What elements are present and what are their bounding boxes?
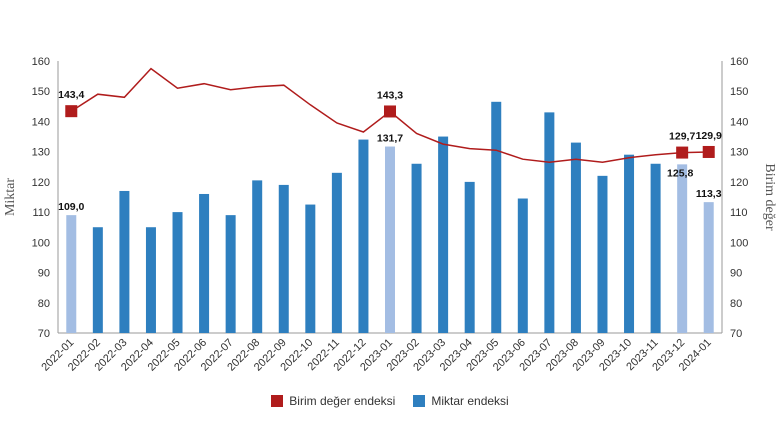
line-marker [702,145,715,158]
bar [411,163,422,333]
y-tick-label: 120 [32,177,50,189]
x-tick-labels: 2022-012022-022022-032022-042022-052022-… [39,337,713,374]
y2-tick-label: 120 [730,177,748,189]
bar [385,146,395,333]
legend-label: Miktar endeksi [431,394,509,408]
bar [544,112,555,333]
chart: Miktar Birim değer 70 80 90 100 110 120 130 140… [3,56,777,374]
y-axis-title: Miktar [3,178,18,216]
bar [66,215,77,333]
bar [278,184,289,333]
y-tick-label: 100 [32,237,50,249]
data-label: 129,9 [696,130,722,142]
bar [252,180,263,333]
data-label: 113,3 [696,188,722,200]
y2-tick-label: 140 [730,116,748,128]
bar [597,175,608,333]
legend-swatch-blue [413,395,426,407]
y-tick-label: 90 [38,268,50,280]
legend: Birim değer endeksi Miktar endeksi [0,394,780,408]
bar-series [66,101,714,333]
y2-tick-label: 150 [730,86,748,98]
line-markers [65,105,715,159]
y-tick-label: 130 [32,147,50,159]
y2-tick-label: 70 [730,328,742,340]
bar [703,202,714,333]
y-tick-labels: 70 80 90 100 110 120 130 140 150 160 [32,56,50,340]
bar [624,154,635,333]
y2-tick-label: 110 [730,207,748,219]
bar [225,215,236,333]
bar [199,193,210,333]
legend-label: Birim değer endeksi [289,394,396,408]
data-label: 109,0 [58,201,84,213]
bar [650,163,661,333]
data-label: 143,4 [58,89,84,101]
y-tick-label: 140 [32,116,50,128]
y2-axis-title: Birim değer [762,163,777,231]
legend-item-quantity[interactable]: Miktar endeksi [413,394,509,408]
data-label: 143,3 [377,89,403,101]
bar [331,172,342,333]
bar [92,227,103,333]
data-label: 125,8 [667,167,693,179]
y-tick-label: 70 [38,328,50,340]
bar [464,181,475,333]
y-tick-label: 110 [32,207,50,219]
line-marker [65,105,78,118]
y2-tick-label: 90 [730,268,742,280]
y2-tick-labels: 70 80 90 100 110 120 130 140 150 160 [730,56,748,340]
y-tick-label: 160 [32,56,50,68]
data-label: 131,7 [377,133,403,145]
bar [305,204,316,333]
data-label: 129,7 [669,131,695,143]
y2-tick-label: 100 [730,237,748,249]
bar [438,136,449,333]
bar [119,190,130,333]
bar [358,139,369,333]
bar [677,164,688,333]
legend-swatch-red [271,395,284,407]
y2-tick-label: 160 [730,56,748,68]
bar [491,101,502,333]
y2-tick-label: 80 [730,298,742,310]
legend-item-unit-value[interactable]: Birim değer endeksi [271,394,395,408]
y-tick-label: 150 [32,86,50,98]
line-marker [384,105,396,118]
y-tick-label: 80 [38,298,50,310]
line-marker [676,146,689,159]
bar [172,212,183,333]
bar [145,227,156,333]
bar [570,142,581,333]
y2-tick-label: 130 [730,147,748,159]
bar [517,198,528,333]
